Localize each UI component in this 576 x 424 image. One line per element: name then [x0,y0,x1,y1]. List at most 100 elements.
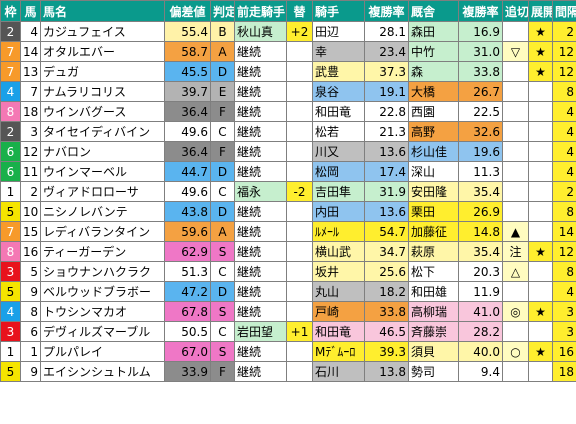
waku-cell: 7 [0,221,21,242]
jockey-cell: 幸 [312,41,365,62]
tenkai-mark-cell: ★ [528,301,553,322]
trainer-cell: 高柳瑞 [408,301,459,322]
table-row[interactable]: 8 16 ティーガーデン 62.9 S 継続 横山武 34.7 萩原 35.4 注 ★ 12 [0,241,576,262]
jockey-rate-cell: 34.7 [364,241,409,262]
table-row[interactable]: 7 15 レディバランタイン 59.6 A 継続 ﾙﾒｰﾙ 54.7 加藤征 14.8 ▲ 14 [0,221,576,242]
grade-cell: D [210,201,235,222]
interval-cell: 3 [552,301,576,322]
trainer-cell: 安田隆 [408,181,459,202]
prev-jockey-cell: 継続 [234,81,287,102]
interval-cell: 4 [552,101,576,122]
table-row[interactable]: 2 4 カジュフェイス 55.4 B 秋山真 +2 田辺 28.1 森田 16.9 ★ 2 [0,21,576,42]
deviation-cell: 59.6 [164,221,211,242]
prev-jockey-cell: 継続 [234,341,287,362]
deviation-cell: 44.7 [164,161,211,182]
table-row[interactable]: 3 5 ショウナンハクラク 51.3 C 継続 坂井 25.6 松下 20.3 △ 8 [0,261,576,282]
horse-name-cell: ベルウッドブラボー [40,281,165,302]
jockey-change-cell [286,241,313,262]
prev-jockey-cell: 継続 [234,201,287,222]
oikiri-mark-cell [502,161,529,182]
waku-cell: 2 [0,21,21,42]
trainer-cell: 森 [408,61,459,82]
header-uma: 馬 [20,0,41,22]
jockey-change-cell [286,141,313,162]
waku-cell: 8 [0,101,21,122]
tenkai-mark-cell [528,281,553,302]
deviation-cell: 36.4 [164,141,211,162]
tenkai-mark-cell [528,101,553,122]
jockey-change-cell [286,201,313,222]
trainer-cell: 大橋 [408,81,459,102]
trainer-cell: 杉山佳 [408,141,459,162]
table-row[interactable]: 6 11 ウインマーベル 44.7 D 継続 松岡 17.4 深山 11.3 4 [0,161,576,182]
grade-cell: C [210,181,235,202]
horse-number-cell: 2 [20,181,41,202]
trainer-rate-cell: 16.9 [458,21,503,42]
oikiri-mark-cell [502,101,529,122]
jockey-cell: 武豊 [312,61,365,82]
table-row[interactable]: 1 2 ヴィアドロローサ 49.6 C 福永 -2 吉田隼 31.9 安田隆 35.4 2 [0,181,576,202]
deviation-cell: 62.9 [164,241,211,262]
grade-cell: S [210,341,235,362]
horse-number-cell: 12 [20,141,41,162]
horse-number-cell: 15 [20,221,41,242]
jockey-change-cell [286,361,313,382]
prev-jockey-cell: 継続 [234,361,287,382]
waku-cell: 3 [0,261,21,282]
table-row[interactable]: 2 3 タイセイディバイン 49.6 C 継続 松若 21.3 高野 32.6 4 [0,121,576,142]
header-trainer-rate: 複勝率 [458,0,503,22]
interval-cell: 4 [552,281,576,302]
horse-number-cell: 10 [20,201,41,222]
header-tenkai: 展開 [528,0,553,22]
deviation-cell: 55.4 [164,21,211,42]
oikiri-mark-cell [502,321,529,342]
table-row[interactable]: 3 6 デヴィルズマーブル 50.5 C 岩田望 +1 和田竜 46.5 斉藤崇 28.2 3 [0,321,576,342]
table-row[interactable]: 6 12 ナバロン 36.4 F 継続 川又 13.6 杉山佳 19.6 4 [0,141,576,162]
prev-jockey-cell: 継続 [234,301,287,322]
oikiri-mark-cell [502,181,529,202]
horse-name-cell: タイセイディバイン [40,121,165,142]
prev-jockey-cell: 継続 [234,221,287,242]
prev-jockey-cell: 岩田望 [234,321,287,342]
trainer-rate-cell: 28.2 [458,321,503,342]
table-row[interactable]: 7 13 デュガ 45.5 D 継続 武豊 37.3 森 33.8 ★ 12 [0,61,576,82]
jockey-rate-cell: 37.3 [364,61,409,82]
trainer-rate-cell: 40.0 [458,341,503,362]
table-body: 2 4 カジュフェイス 55.4 B 秋山真 +2 田辺 28.1 森田 16.9 ★ 2 7 14 オタルエ… [0,21,576,382]
horse-name-cell: ナムラリコリス [40,81,165,102]
jockey-change-cell [286,261,313,282]
table-row[interactable]: 4 8 トウシンマカオ 67.8 S 継続 戸崎 33.8 高柳瑞 41.0 ◎ ★ 3 [0,301,576,322]
horse-name-cell: エイシンシュトルム [40,361,165,382]
oikiri-mark-cell [502,21,529,42]
deviation-cell: 43.8 [164,201,211,222]
jockey-cell: 松若 [312,121,365,142]
jockey-cell: 丸山 [312,281,365,302]
table-row[interactable]: 8 18 ウインバグース 36.4 F 継続 和田竜 22.8 西園 22.5 4 [0,101,576,122]
jockey-cell: ﾙﾒｰﾙ [312,221,365,242]
table-row[interactable]: 5 9 エイシンシュトルム 33.9 F 継続 石川 13.8 勢司 9.4 18 [0,361,576,382]
table-row[interactable]: 4 7 ナムラリコリス 39.7 E 継続 泉谷 19.1 大橋 26.7 8 [0,81,576,102]
deviation-cell: 67.8 [164,301,211,322]
jockey-rate-cell: 39.3 [364,341,409,362]
header-trainer: 厩舎 [408,0,459,22]
jockey-change-cell [286,41,313,62]
grade-cell: D [210,61,235,82]
table-row[interactable]: 7 14 オタルエバー 58.7 A 継続 幸 23.4 中竹 31.0 ▽ ★ 12 [0,41,576,62]
jockey-change-cell [286,121,313,142]
waku-cell: 5 [0,281,21,302]
table-row[interactable]: 5 10 ニシノレバンテ 43.8 D 継続 内田 13.6 栗田 26.9 8 [0,201,576,222]
jockey-rate-cell: 19.1 [364,81,409,102]
waku-cell: 4 [0,81,21,102]
waku-cell: 5 [0,361,21,382]
grade-cell: B [210,21,235,42]
tenkai-mark-cell: ★ [528,21,553,42]
tenkai-mark-cell [528,181,553,202]
tenkai-mark-cell: ★ [528,241,553,262]
table-row[interactable]: 1 1 プルパレイ 67.0 S 継続 Mﾃﾞﾑｰﾛ 39.3 須貝 40.0 ○ ★ 16 [0,341,576,362]
horse-number-cell: 6 [20,321,41,342]
trainer-rate-cell: 20.3 [458,261,503,282]
tenkai-mark-cell [528,161,553,182]
interval-cell: 8 [552,261,576,282]
trainer-rate-cell: 11.9 [458,281,503,302]
table-row[interactable]: 5 9 ベルウッドブラボー 47.2 D 継続 丸山 18.2 和田雄 11.9 4 [0,281,576,302]
